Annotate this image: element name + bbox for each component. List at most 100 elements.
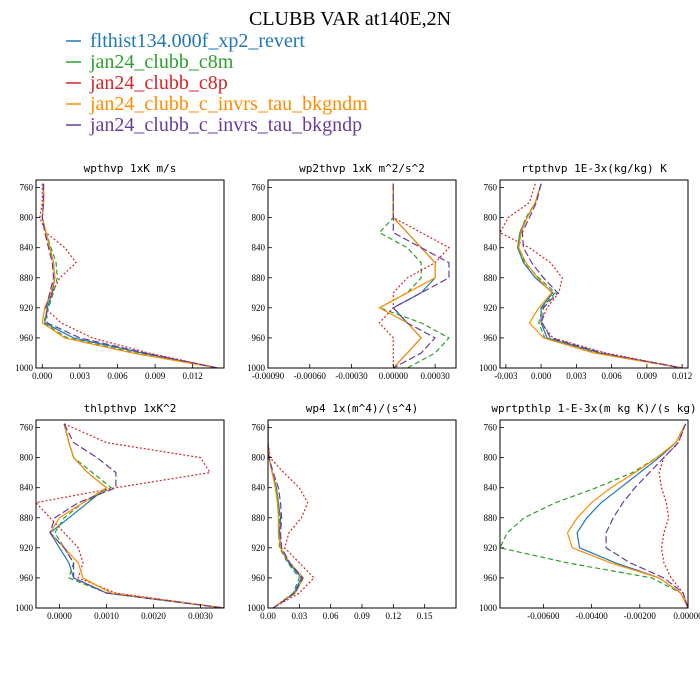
panel-frame — [499, 179, 689, 369]
x-tick-label: 0.003 — [70, 371, 91, 381]
x-tick-label: 0.12 — [385, 611, 401, 621]
panel-3: rtpthvp 1E-3x(kg/kg) K 760 800 840 880 920 960… — [479, 162, 692, 381]
series-line-5 — [268, 423, 304, 608]
legend-entry: jan24_clubb_c8m — [66, 51, 234, 73]
series-line-5 — [605, 423, 688, 608]
y-tick-label: 800 — [484, 453, 498, 463]
y-tick-label: 960 — [252, 573, 266, 583]
y-tick-label: 1000 — [15, 363, 34, 373]
panel-title: wprtpthlp 1-E-3x(m kg K)/(s kg) — [491, 402, 696, 415]
figure-title: CLUBB VAR at140E,2N — [249, 8, 451, 30]
x-tick-label: 0.09 — [354, 611, 370, 621]
y-tick-label: 880 — [252, 273, 266, 283]
series-line-5 — [521, 183, 683, 368]
y-tick-label: 960 — [484, 333, 498, 343]
panel-4: thlpthvp 1xK^2 760 800 840 880 920 960 1000 0.00… — [15, 402, 225, 621]
y-tick-label: 800 — [20, 213, 34, 223]
panel-2: wp2thvp 1xK m^2/s^2 760 800 840 880 920 960 100… — [247, 162, 457, 381]
y-tick-label: 1000 — [247, 363, 266, 373]
panel-frame — [267, 419, 457, 609]
y-tick-label: 840 — [484, 243, 498, 253]
x-tick-label: 0.0000 — [47, 611, 72, 621]
x-tick-label: -0.00400 — [575, 611, 608, 621]
y-tick-label: 1000 — [15, 603, 34, 613]
panel-frame — [267, 179, 457, 369]
y-tick-label: 800 — [252, 453, 266, 463]
x-tick-label: 0.009 — [637, 371, 658, 381]
panel-title: wp4 1x(m^4)/(s^4) — [306, 402, 419, 415]
y-tick-label: 880 — [20, 513, 34, 523]
y-tick-label: 840 — [20, 243, 34, 253]
x-tick-label: 0.15 — [417, 611, 433, 621]
legend: flthist134.000f_xp2_revertjan24_clubb_c8… — [66, 30, 368, 136]
legend-label: jan24_clubb_c8p — [89, 72, 228, 94]
legend-entry: jan24_clubb_c8p — [66, 72, 228, 94]
series-line-3 — [39, 183, 218, 368]
series-line-1 — [268, 423, 303, 608]
y-tick-label: 760 — [484, 183, 498, 193]
x-tick-label: 0.012 — [183, 371, 203, 381]
series-line-4 — [49, 423, 224, 608]
legend-label: jan24_clubb_c_invrs_tau_bkgndm — [89, 93, 368, 115]
panel-6: wprtpthlp 1-E-3x(m kg K)/(s kg) 760 800 840… — [479, 402, 700, 621]
y-tick-label: 880 — [484, 273, 498, 283]
panel-title: thlpthvp 1xK^2 — [84, 402, 177, 415]
y-tick-label: 960 — [484, 573, 498, 583]
y-tick-label: 920 — [20, 303, 34, 313]
x-tick-label: 0.00 — [260, 611, 276, 621]
x-tick-label: 0.0030 — [188, 611, 213, 621]
y-tick-label: 1000 — [479, 603, 498, 613]
series-line-2 — [377, 183, 450, 368]
series-line-4 — [41, 183, 218, 368]
y-tick-label: 800 — [484, 213, 498, 223]
x-tick-label: 0.012 — [672, 371, 692, 381]
x-tick-label: 0.000 — [32, 371, 53, 381]
panel-grid: wpthvp 1xK m/s76080084088092096010000.00… — [15, 162, 700, 621]
y-tick-label: 920 — [484, 303, 498, 313]
y-tick-label: 760 — [20, 423, 34, 433]
x-tick-label: 0.0020 — [141, 611, 166, 621]
x-tick-label: 0.0010 — [94, 611, 119, 621]
y-tick-label: 920 — [252, 543, 266, 553]
y-tick-label: 840 — [20, 483, 34, 493]
panel-1: wpthvp 1xK m/s76080084088092096010000.00… — [15, 162, 225, 381]
x-tick-label: 0.03 — [291, 611, 307, 621]
panel-title: wp2thvp 1xK m^2/s^2 — [299, 162, 425, 175]
y-tick-label: 1000 — [479, 363, 498, 373]
y-tick-label: 920 — [252, 303, 266, 313]
y-tick-label: 920 — [484, 543, 498, 553]
series-line-1 — [49, 423, 224, 608]
panel-frame — [499, 419, 689, 609]
legend-label: jan24_clubb_c8m — [89, 51, 234, 73]
x-tick-label: 0.00030 — [420, 371, 450, 381]
x-tick-label: 0.006 — [107, 371, 128, 381]
panel-frame — [35, 179, 225, 369]
x-tick-label: -0.003 — [494, 371, 518, 381]
y-tick-label: 760 — [20, 183, 34, 193]
y-tick-label: 840 — [484, 483, 498, 493]
x-tick-label: 0.003 — [566, 371, 587, 381]
panel-title: wpthvp 1xK m/s — [84, 162, 177, 175]
x-tick-label: -0.00060 — [294, 371, 327, 381]
x-tick-label: -0.00030 — [335, 371, 368, 381]
y-tick-label: 880 — [484, 513, 498, 523]
x-tick-label: -0.00090 — [252, 371, 285, 381]
legend-entry: jan24_clubb_c_invrs_tau_bkgndm — [66, 93, 368, 115]
y-tick-label: 960 — [252, 333, 266, 343]
series-line-5 — [392, 183, 450, 368]
y-tick-label: 800 — [252, 213, 266, 223]
x-tick-label: 0.06 — [323, 611, 339, 621]
series-line-1 — [576, 423, 688, 608]
series-line-1 — [392, 183, 436, 368]
legend-entry: jan24_clubb_c_invrs_tau_bkgndp — [66, 114, 362, 136]
x-tick-label: 0.009 — [145, 371, 166, 381]
y-tick-label: 880 — [252, 513, 266, 523]
series-line-3 — [268, 423, 315, 608]
y-tick-label: 920 — [20, 543, 34, 553]
legend-entry: flthist134.000f_xp2_revert — [66, 30, 305, 52]
series-line-3 — [500, 183, 683, 368]
legend-label: flthist134.000f_xp2_revert — [90, 30, 305, 52]
panel-frame — [35, 419, 225, 609]
x-tick-label: 0.00000 — [673, 611, 700, 621]
